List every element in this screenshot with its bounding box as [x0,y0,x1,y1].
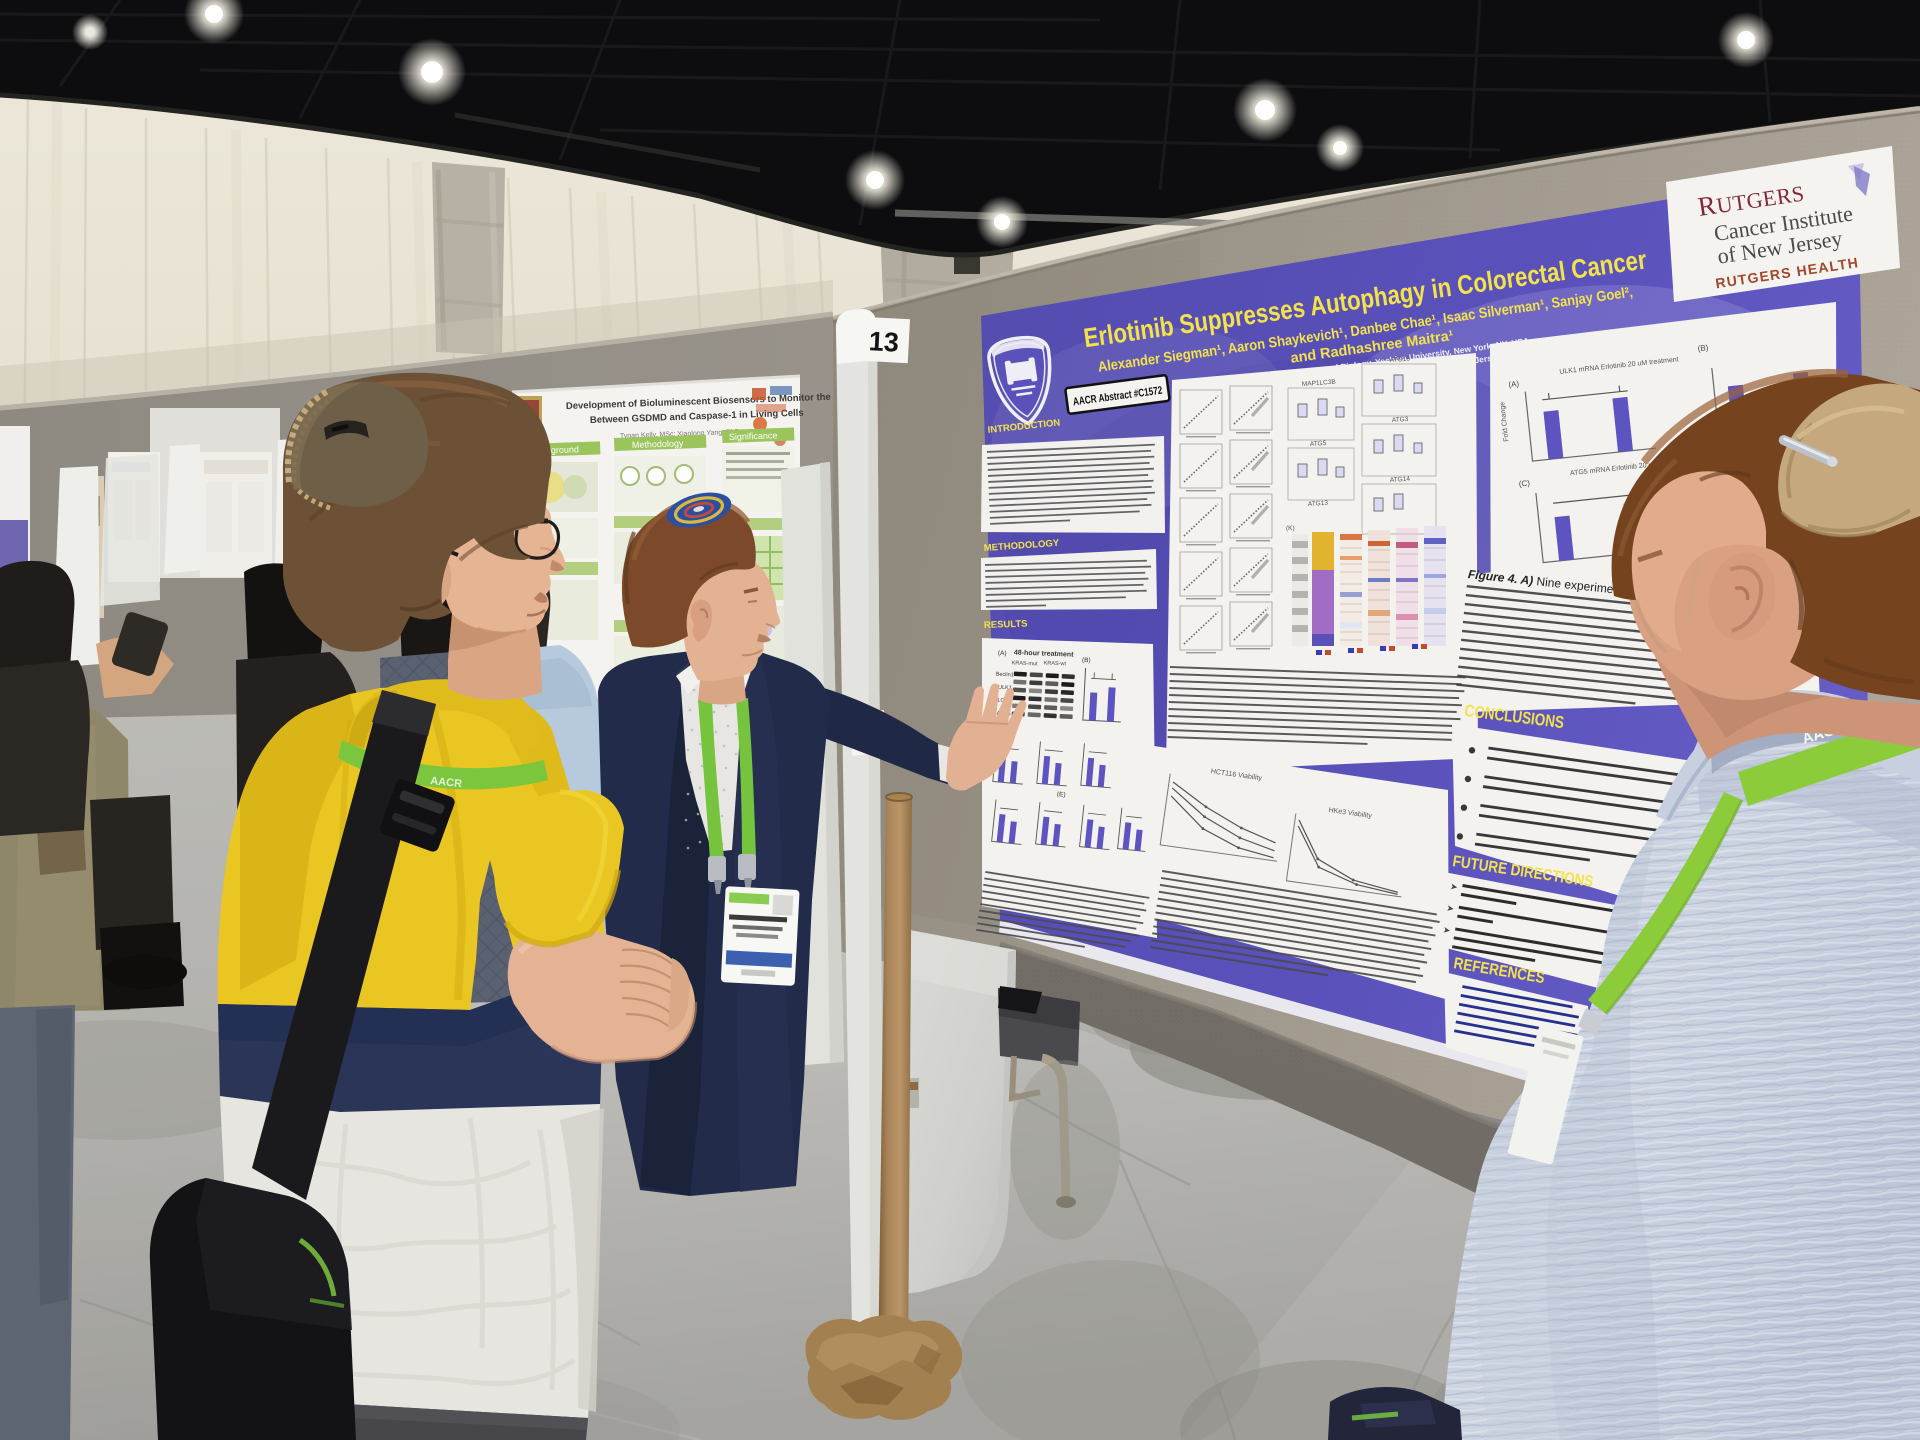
svg-text:(A): (A) [1508,379,1520,389]
svg-text:KRAS-mut: KRAS-mut [1012,660,1039,667]
svg-text:AACR: AACR [430,775,463,790]
svg-text:ATG14: ATG14 [1390,476,1411,484]
svg-text:(B): (B) [1082,657,1091,664]
svg-text:RESULTS: RESULTS [984,618,1028,631]
svg-text:ATG5: ATG5 [1310,440,1327,448]
svg-text:(B): (B) [1697,343,1709,353]
svg-text:ATG3: ATG3 [1392,416,1409,424]
svg-text:(A): (A) [998,650,1007,657]
svg-text:MAP1LC3B: MAP1LC3B [1302,379,1336,388]
svg-text:Background: Background [531,444,579,456]
svg-text:Beclin1: Beclin1 [996,672,1014,679]
svg-text:➤: ➤ [1449,881,1459,892]
svg-text:➤: ➤ [1446,903,1456,914]
svg-text:ULK1: ULK1 [998,685,1012,692]
svg-text:48-hour treatment: 48-hour treatment [1014,649,1074,658]
svg-text:Significance: Significance [729,430,778,442]
svg-text:➤: ➤ [1442,924,1452,935]
svg-text:Methodology: Methodology [632,438,684,450]
svg-text:(K): (K) [1286,525,1295,532]
svg-text:ATG10: ATG10 [1390,356,1411,364]
svg-text:(C): (C) [1518,479,1530,489]
svg-text:(E): (E) [1057,791,1066,799]
svg-text:KRAS-wt: KRAS-wt [1044,661,1067,668]
svg-text:13: 13 [868,326,900,358]
svg-text:Fold Change: Fold Change [1499,401,1510,442]
svg-text:Tynan Kelly, MSc; Xiaolong Yan: Tynan Kelly, MSc; Xiaolong Yang, PhD [620,429,740,440]
svg-text:METHODOLOGY: METHODOLOGY [983,538,1060,554]
svg-text:ATG13: ATG13 [1308,500,1329,508]
